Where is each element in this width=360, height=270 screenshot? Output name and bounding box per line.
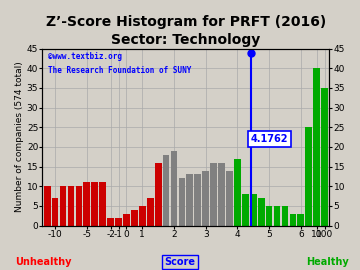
Bar [52, 198, 58, 226]
Text: ©www.textbiz.org: ©www.textbiz.org [48, 52, 122, 61]
Bar [218, 163, 225, 226]
Bar [84, 182, 90, 226]
Bar [107, 218, 114, 226]
Bar [44, 186, 50, 226]
Text: Healthy: Healthy [306, 257, 349, 267]
Bar [266, 206, 273, 226]
Text: Score: Score [165, 257, 195, 267]
Bar [305, 127, 312, 226]
Bar [210, 163, 217, 226]
Bar [282, 206, 288, 226]
Bar [258, 198, 265, 226]
Text: Unhealthy: Unhealthy [15, 257, 71, 267]
Bar [155, 163, 162, 226]
Bar [250, 194, 257, 226]
Bar [115, 218, 122, 226]
Bar [68, 186, 75, 226]
Bar [179, 178, 185, 226]
Text: 4.1762: 4.1762 [251, 134, 288, 144]
Bar [147, 198, 154, 226]
Bar [234, 159, 241, 226]
Bar [242, 194, 249, 226]
Bar [171, 151, 177, 226]
Bar [313, 68, 320, 226]
Bar [123, 214, 130, 226]
Bar [274, 206, 280, 226]
Bar [186, 174, 193, 226]
Bar [202, 171, 209, 226]
Bar [226, 171, 233, 226]
Bar [60, 186, 66, 226]
Bar [131, 210, 138, 226]
Bar [99, 182, 106, 226]
Bar [91, 182, 98, 226]
Title: Z’-Score Histogram for PRFT (2016)
Sector: Technology: Z’-Score Histogram for PRFT (2016) Secto… [46, 15, 326, 48]
Bar [194, 174, 201, 226]
Bar [76, 186, 82, 226]
Bar [297, 214, 304, 226]
Bar [289, 214, 296, 226]
Y-axis label: Number of companies (574 total): Number of companies (574 total) [15, 62, 24, 212]
Bar [163, 155, 170, 226]
Bar [321, 88, 328, 226]
Bar [139, 206, 146, 226]
Text: The Research Foundation of SUNY: The Research Foundation of SUNY [48, 66, 192, 75]
